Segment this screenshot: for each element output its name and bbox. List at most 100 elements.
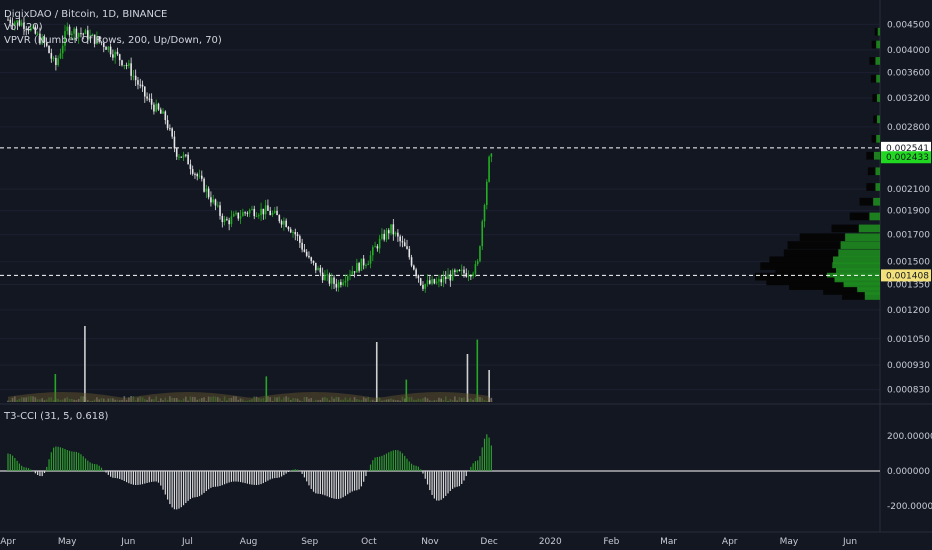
candle-down	[118, 54, 121, 61]
volume-bar	[362, 397, 365, 402]
volume-bar	[132, 396, 135, 402]
volume-bar	[433, 400, 436, 402]
candle-down	[470, 275, 472, 277]
candle-down	[173, 136, 176, 149]
volume-bar	[71, 398, 73, 402]
candle-down	[9, 19, 12, 24]
price-tick-label: 0.000930	[887, 361, 930, 371]
volume-bar	[146, 399, 148, 402]
candle-up	[447, 274, 449, 280]
volume-bar	[34, 397, 37, 402]
volume-bar	[454, 396, 456, 402]
price-tick-label: 0.002800	[887, 123, 930, 133]
time-tick-label: Feb	[603, 537, 619, 547]
cci-legend[interactable]: T3-CCI (31, 5, 0.618)	[4, 411, 109, 422]
volume-bar	[449, 399, 452, 402]
candle-up	[107, 46, 110, 50]
volume-bar	[394, 400, 397, 402]
volume-bar	[148, 396, 151, 402]
volume-bar	[23, 397, 25, 402]
volume-bar	[417, 398, 420, 402]
candle-down	[207, 188, 210, 198]
volume-bar	[269, 397, 271, 402]
volume-bar	[246, 400, 249, 402]
time-tick-label: Apr	[0, 537, 16, 547]
candle-up	[283, 220, 285, 225]
candle-up	[292, 232, 294, 234]
volume-bar	[335, 396, 338, 402]
price-tick-label: 0.001350	[887, 280, 930, 290]
volume-bar	[467, 398, 470, 402]
vpvr-down-bar	[755, 272, 827, 281]
candle-down	[387, 230, 390, 234]
candle-down	[454, 270, 456, 272]
volume-bar	[356, 399, 358, 402]
volume-bar	[258, 398, 260, 402]
candle-up	[235, 212, 237, 215]
vpvr-up-bar	[845, 233, 880, 242]
volume-bar	[353, 397, 356, 402]
time-tick-label: Sep	[301, 537, 318, 547]
volume-bar	[182, 398, 185, 402]
candle-up	[260, 208, 262, 216]
price-tick-label: 0.003200	[887, 94, 930, 104]
candle-up	[128, 63, 130, 66]
volume-bar	[66, 397, 69, 402]
volume-bar	[212, 396, 214, 402]
candle-down	[50, 53, 53, 59]
current-price-tag	[881, 151, 931, 164]
candle-down	[228, 220, 230, 225]
candle-up	[242, 212, 244, 217]
candle-down	[276, 210, 278, 216]
candle-up	[258, 215, 260, 217]
candle-down	[458, 269, 461, 271]
price-tick-label: 0.001500	[887, 258, 930, 268]
vpvr-down-bar	[789, 282, 844, 290]
candle-down	[189, 164, 192, 170]
volume-ma-area	[8, 392, 494, 402]
volume-bar	[228, 398, 230, 402]
volume-bar	[216, 397, 219, 402]
candle-up	[73, 28, 75, 34]
candle-up	[349, 274, 351, 276]
candle-down	[148, 98, 151, 100]
volume-bar	[210, 396, 212, 402]
candle-down	[105, 46, 107, 50]
time-tick-label: Jul	[181, 537, 193, 547]
vpvr-up-bar	[836, 268, 880, 276]
candle-down	[82, 33, 85, 35]
volume-bar	[315, 399, 317, 402]
vpvr-down-bar	[766, 277, 835, 286]
candle-up	[438, 279, 440, 282]
volume-bar	[451, 400, 454, 402]
volume-legend[interactable]: Vol (20)	[4, 22, 43, 33]
volume-bar	[75, 400, 78, 402]
cci-tick-label: 0.000000	[887, 467, 930, 477]
candle-down	[185, 154, 187, 156]
candle-down	[219, 205, 221, 216]
volume-bar	[328, 400, 331, 402]
volume-bar	[112, 398, 114, 402]
vpvr-up-bar	[876, 115, 880, 124]
candle-up	[251, 208, 253, 210]
symbol-legend[interactable]: DigixDAO / Bitcoin, 1D, BINANCE	[4, 9, 168, 20]
candle-down	[237, 212, 240, 219]
candle-down	[280, 221, 283, 225]
candle-up	[216, 205, 219, 207]
vpvr-legend[interactable]: VPVR (Number Of Rows, 200, Up/Down, 70)	[4, 35, 222, 46]
volume-bar	[271, 400, 274, 402]
volume-bar	[39, 399, 41, 402]
volume-bar	[292, 398, 294, 402]
volume-bar	[360, 400, 363, 402]
candle-up	[479, 246, 481, 262]
candle-down	[11, 23, 14, 26]
volume-bar	[255, 396, 258, 402]
candle-up	[232, 214, 235, 217]
volume-bar	[196, 399, 199, 402]
candle-up	[264, 205, 267, 215]
time-tick-label: May	[58, 537, 77, 547]
volume-bar	[155, 396, 157, 402]
candle-down	[7, 19, 9, 21]
volume-bar	[299, 400, 301, 402]
